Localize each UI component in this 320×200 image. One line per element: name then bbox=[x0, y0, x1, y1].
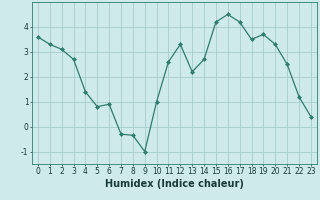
X-axis label: Humidex (Indice chaleur): Humidex (Indice chaleur) bbox=[105, 179, 244, 189]
